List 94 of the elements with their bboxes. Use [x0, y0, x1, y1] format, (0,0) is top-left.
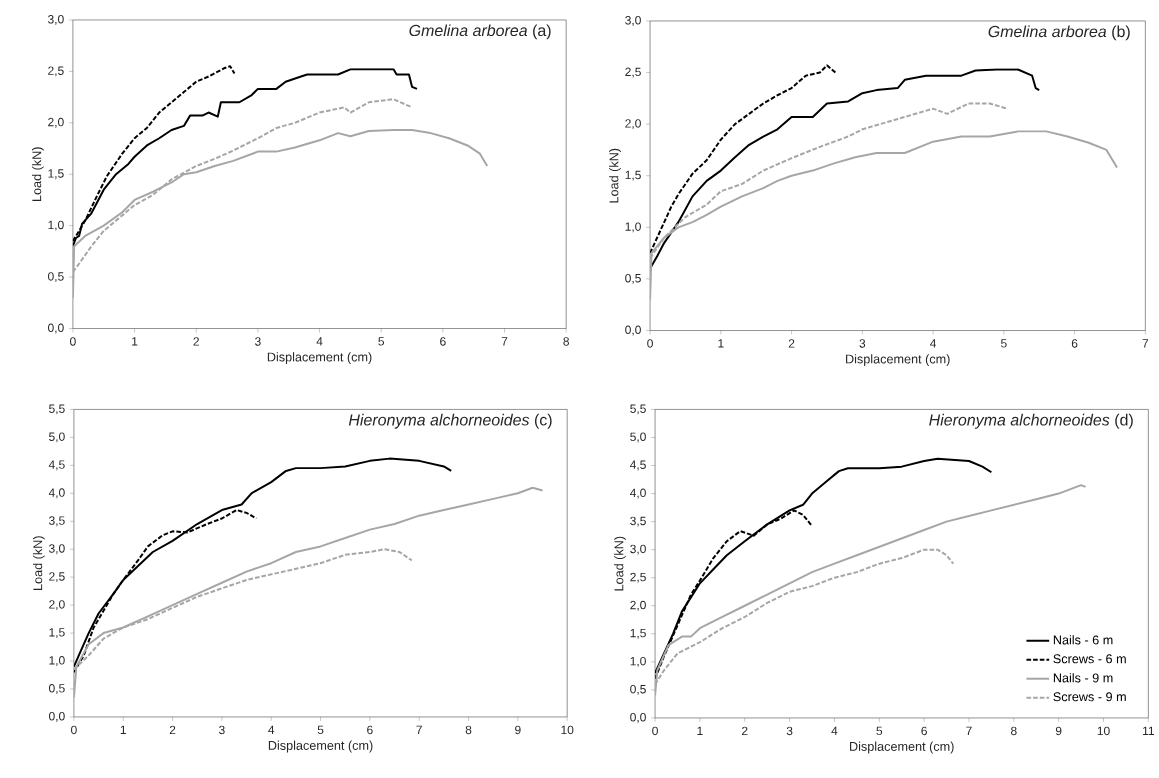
y-tick-label: 2,0: [630, 600, 646, 611]
y-axis-title: Load (kN): [31, 147, 44, 202]
x-tick-label: 6: [921, 726, 927, 736]
y-tick-label: 0,5: [625, 274, 641, 284]
y-tick-label: 1,5: [625, 170, 641, 181]
y-tick-label: 2,0: [49, 600, 65, 611]
x-tick-label: 2: [193, 337, 199, 346]
y-tick-label: 1,0: [49, 656, 65, 667]
y-tick-label: 1,0: [630, 656, 646, 667]
legend-label: Nails - 6 m: [1053, 635, 1113, 645]
x-tick-label: 7: [966, 726, 972, 735]
x-tick-label: 5: [1000, 339, 1007, 348]
x-axis-title: Displacement (cm): [846, 354, 950, 367]
x-tick-label: 4: [268, 725, 275, 734]
x-tick-label: 9: [1055, 726, 1062, 736]
y-tick-label: 3,5: [630, 516, 646, 527]
x-tick-label: 1: [120, 725, 126, 734]
y-tick-label: 3,0: [625, 16, 641, 26]
x-tick-label: 6: [367, 725, 373, 735]
x-tick-label: 0: [70, 337, 76, 346]
x-tick-label: 8: [563, 337, 569, 346]
y-tick-label: 1,0: [48, 220, 64, 231]
x-tick-label: 0: [652, 726, 658, 736]
x-tick-label: 3: [255, 337, 261, 346]
y-tick-label: 1,5: [48, 169, 64, 180]
y-tick-label: 2,5: [49, 572, 65, 583]
x-tick-label: 9: [515, 725, 521, 735]
y-tick-label: 0,5: [48, 272, 64, 283]
x-tick-label: 8: [465, 725, 472, 735]
x-tick-label: 5: [378, 337, 385, 346]
x-tick-label: 11: [1143, 726, 1154, 735]
y-tick-label: 3,5: [49, 516, 65, 527]
x-tick-label: 1: [697, 726, 703, 735]
y-tick-label: 2,0: [48, 117, 64, 128]
legend-label: Screws - 9 m: [1053, 692, 1126, 702]
x-tick-label: 3: [786, 726, 793, 736]
chart-title: Gmelina arborea (a): [409, 24, 551, 40]
legend-label: Screws - 6 m: [1053, 654, 1126, 664]
x-tick-label: 6: [1071, 339, 1078, 348]
x-tick-label: 3: [219, 725, 225, 735]
x-tick-label: 0: [71, 725, 77, 735]
y-axis-title: Load (kN): [614, 536, 626, 591]
x-tick-label: 7: [501, 337, 508, 346]
y-tick-label: 2,5: [625, 67, 641, 78]
y-tick-label: 0,0: [48, 323, 64, 334]
y-tick-label: 5,0: [630, 432, 646, 443]
x-tick-label: 5: [876, 726, 883, 736]
y-tick-label: 4,5: [629, 460, 646, 471]
chart-title: Gmelina arborea (b): [988, 25, 1130, 41]
x-tick-label: 10: [561, 725, 574, 735]
y-tick-label: 1,5: [630, 628, 646, 639]
x-tick-label: 2: [788, 339, 795, 348]
y-axis-title: Load (kN): [32, 536, 45, 590]
x-tick-label: 10: [1097, 726, 1110, 736]
x-axis-title: Displacement (cm): [268, 740, 373, 753]
y-tick-label: 3,0: [630, 544, 646, 555]
chart-title: Hieronyma alchorneoides (d): [929, 413, 1133, 429]
y-axis-title: Load (kN): [609, 148, 621, 203]
y-tick-label: 2,5: [48, 66, 64, 77]
y-tick-label: 5,0: [49, 432, 65, 443]
x-tick-label: 8: [1011, 726, 1017, 736]
y-tick-label: 1,5: [49, 628, 65, 639]
x-axis-title: Displacement (cm): [267, 352, 372, 365]
y-tick-label: 0,5: [630, 685, 646, 695]
x-tick-label: 3: [859, 339, 866, 348]
x-tick-label: 6: [440, 337, 446, 346]
y-tick-label: 0,0: [630, 713, 646, 723]
y-tick-label: 4,5: [48, 460, 65, 471]
y-tick-label: 5,5: [49, 404, 65, 415]
x-axis-title: Displacement (cm): [850, 741, 954, 754]
y-tick-label: 4,0: [48, 488, 65, 499]
y-tick-label: 2,0: [625, 119, 641, 130]
x-tick-label: 5: [317, 725, 324, 735]
x-tick-label: 2: [742, 726, 748, 736]
y-tick-label: 0,0: [49, 712, 65, 722]
legend-label: Nails - 9 m: [1053, 673, 1113, 683]
x-tick-label: 2: [169, 725, 176, 735]
y-tick-label: 3,0: [48, 15, 64, 25]
y-tick-label: 3,0: [49, 544, 65, 555]
x-tick-label: 1: [718, 339, 724, 348]
chart-title: Hieronyma alchorneoides (c): [348, 413, 552, 429]
x-tick-label: 7: [416, 725, 422, 734]
y-tick-label: 4,0: [629, 488, 646, 499]
y-tick-label: 2,5: [630, 572, 646, 583]
y-tick-label: 5,5: [630, 404, 646, 415]
x-tick-label: 0: [647, 339, 653, 348]
x-tick-label: 4: [930, 339, 937, 348]
y-tick-label: 0,0: [625, 325, 641, 336]
y-tick-label: 0,5: [49, 684, 65, 695]
x-tick-label: 7: [1142, 339, 1149, 348]
x-tick-label: 4: [831, 726, 838, 735]
x-tick-label: 4: [316, 337, 323, 346]
y-tick-label: 1,0: [625, 222, 641, 233]
x-tick-label: 1: [132, 337, 138, 346]
